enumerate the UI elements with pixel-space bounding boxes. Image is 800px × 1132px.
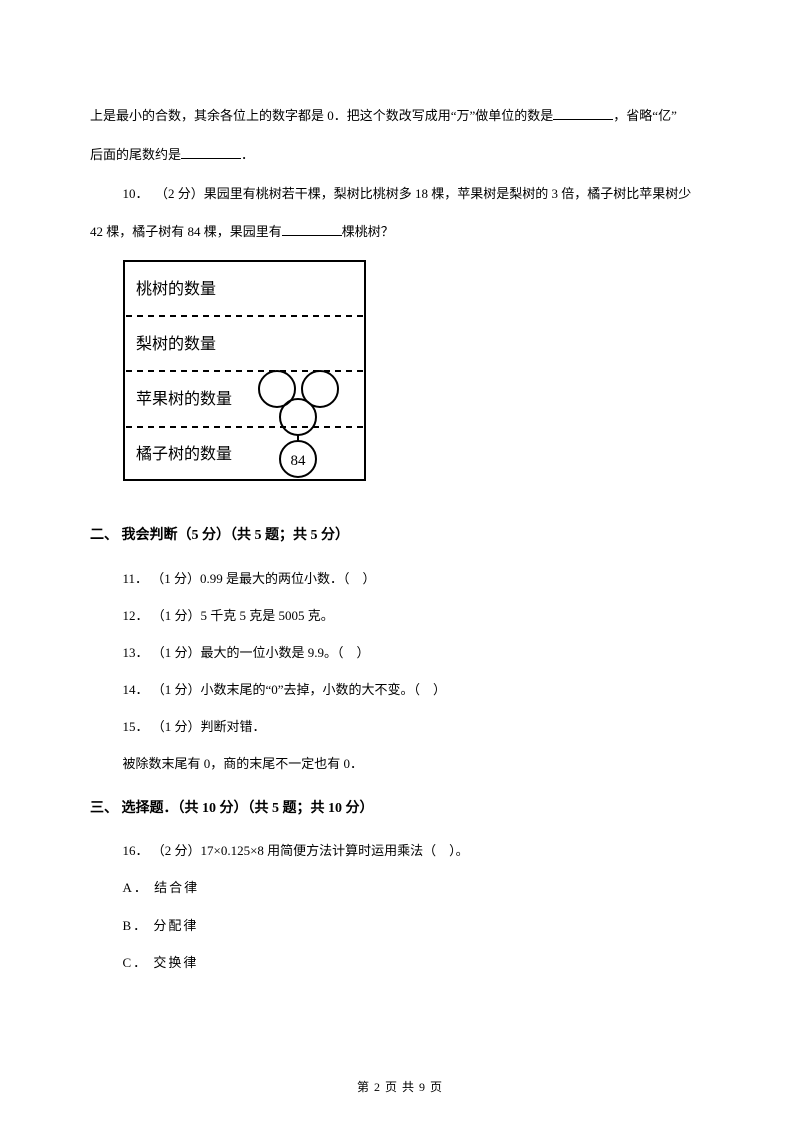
q12: 12． （1 分）5 千克 5 克是 5005 克。 — [90, 600, 710, 631]
tree-diagram: 桃树的数量 梨树的数量 苹果树的数量 橘子树的数量 84 — [122, 259, 367, 484]
q10-line2-a: 42 棵，橘子树有 84 棵，果园里有 — [90, 224, 282, 239]
q10-line2: 42 棵，橘子树有 84 棵，果园里有 棵桃树？ — [90, 216, 710, 247]
q11: 11． （1 分）0.99 是最大的两位小数．（ ） — [90, 563, 710, 594]
diagram-row-0: 桃树的数量 — [136, 280, 216, 298]
q10-line2-b: 棵桃树？ — [342, 224, 394, 239]
q16-option-b: B． 分配律 — [90, 910, 710, 941]
q13: 13． （1 分）最大的一位小数是 9.9。（ ） — [90, 637, 710, 668]
q10-line1: 10． （2 分）果园里有桃树若干棵，梨树比桃树多 18 棵，苹果树是梨树的 3… — [90, 178, 710, 209]
q14: 14． （1 分）小数末尾的“0”去掉，小数的大不变。（ ） — [90, 674, 710, 705]
diagram-row-3: 橘子树的数量 — [136, 445, 232, 463]
diagram-row-2: 苹果树的数量 — [136, 390, 232, 408]
q15: 15． （1 分）判断对错． — [90, 711, 710, 742]
section2-title: 二、 我会判断（5 分）（共 5 题；共 5 分） — [90, 519, 710, 553]
intro-line1: 上是最小的合数，其余各位上的数字都是 0．把这个数改写成用“万”做单位的数是 ，省… — [90, 100, 710, 131]
intro-line2-b: ． — [241, 147, 254, 162]
diagram-value-84: 84 — [291, 453, 307, 469]
blank-peach — [282, 223, 342, 236]
diagram-row-1: 梨树的数量 — [136, 335, 216, 353]
q16: 16． （2 分）17×0.125×8 用简便方法计算时运用乘法（ ）。 — [90, 835, 710, 866]
q16-option-a: A． 结合律 — [90, 872, 710, 903]
q16-option-c: C． 交换律 — [90, 947, 710, 978]
intro-line2-a: 后面的尾数约是 — [90, 147, 181, 162]
intro-line1-b: ，省略“亿” — [613, 108, 677, 123]
intro-line1-a: 上是最小的合数，其余各位上的数字都是 0．把这个数改写成用“万”做单位的数是 — [90, 108, 553, 123]
intro-line2: 后面的尾数约是 ． — [90, 139, 710, 170]
blank-yi — [181, 146, 241, 159]
q15-statement: 被除数末尾有 0，商的末尾不一定也有 0． — [90, 748, 710, 779]
page-footer: 第 2 页 共 9 页 — [0, 1073, 800, 1102]
section3-title: 三、 选择题．（共 10 分）（共 5 题；共 10 分） — [90, 792, 710, 826]
blank-wan — [553, 107, 613, 120]
